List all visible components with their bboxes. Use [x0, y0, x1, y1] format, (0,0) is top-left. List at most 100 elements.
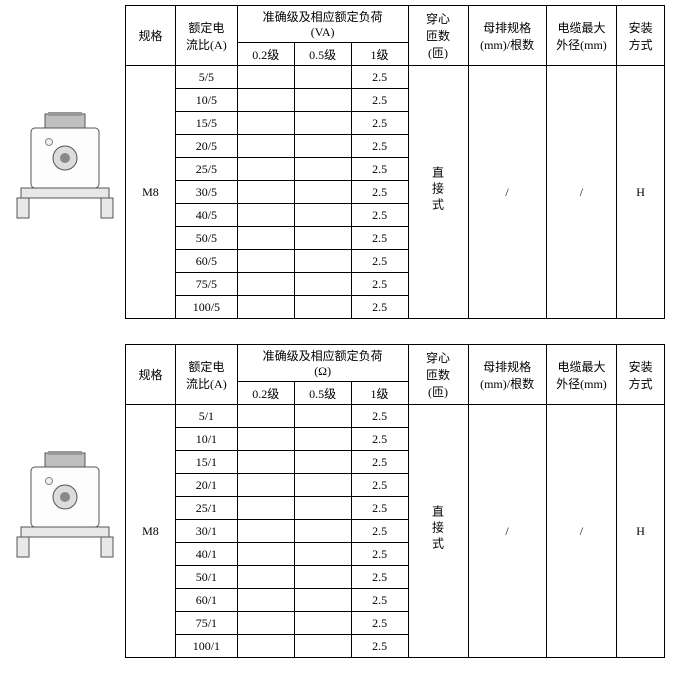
transformer-icon: [15, 102, 115, 222]
ratio-cell: 40/5: [175, 204, 237, 227]
lvl05-cell: [294, 66, 351, 89]
lvl02-cell: [237, 135, 294, 158]
lvl05-cell: [294, 204, 351, 227]
lvl05-cell: [294, 566, 351, 589]
hdr-acc-va: 准确级及相应额定负荷 (VA): [237, 6, 408, 43]
lvl05-cell: [294, 497, 351, 520]
ratio-cell: 5/1: [175, 405, 237, 428]
turns-cell: 直接式: [408, 66, 468, 319]
lvl05-cell: [294, 227, 351, 250]
lvl02-cell: [237, 227, 294, 250]
hdr-lvl1: 1级: [351, 43, 408, 66]
lvl1-cell: 2.5: [351, 451, 408, 474]
lvl02-cell: [237, 543, 294, 566]
ratio-cell: 15/5: [175, 112, 237, 135]
hdr-lvl02: 0.2级: [237, 382, 294, 405]
hdr-lvl05: 0.5级: [294, 382, 351, 405]
hdr-spec: 规格: [126, 6, 176, 66]
lvl02-cell: [237, 204, 294, 227]
hdr-ratio: 额定电 流比(A): [175, 345, 237, 405]
table-row: M85/12.5直接式//H: [126, 405, 665, 428]
spec-table-ohm: 规格 额定电 流比(A) 准确级及相应额定负荷 (Ω) 穿心 匝数 (匝) 母排…: [125, 344, 665, 658]
lvl02-cell: [237, 428, 294, 451]
lvl1-cell: 2.5: [351, 296, 408, 319]
ratio-cell: 75/1: [175, 612, 237, 635]
lvl02-cell: [237, 497, 294, 520]
hdr-install: 安装 方式: [617, 6, 665, 66]
hdr-lvl02: 0.2级: [237, 43, 294, 66]
lvl02-cell: [237, 112, 294, 135]
spec-table-va-body: M85/52.5直接式//H10/52.515/52.520/52.525/52…: [126, 66, 665, 319]
lvl05-cell: [294, 543, 351, 566]
ratio-cell: 100/5: [175, 296, 237, 319]
lvl1-cell: 2.5: [351, 227, 408, 250]
ratio-cell: 15/1: [175, 451, 237, 474]
spec-table-va: 规格 额定电 流比(A) 准确级及相应额定负荷 (VA) 穿心 匝数 (匝) 母…: [125, 5, 665, 319]
lvl05-cell: [294, 612, 351, 635]
lvl1-cell: 2.5: [351, 273, 408, 296]
ratio-cell: 10/1: [175, 428, 237, 451]
lvl02-cell: [237, 250, 294, 273]
lvl1-cell: 2.5: [351, 589, 408, 612]
ratio-cell: 40/1: [175, 543, 237, 566]
lvl05-cell: [294, 181, 351, 204]
lvl1-cell: 2.5: [351, 181, 408, 204]
lvl1-cell: 2.5: [351, 112, 408, 135]
lvl1-cell: 2.5: [351, 566, 408, 589]
lvl02-cell: [237, 474, 294, 497]
lvl05-cell: [294, 89, 351, 112]
lvl05-cell: [294, 451, 351, 474]
hdr-bus: 母排规格 (mm)/根数: [468, 345, 546, 405]
ratio-cell: 50/5: [175, 227, 237, 250]
ratio-cell: 30/1: [175, 520, 237, 543]
hdr-lvl1: 1级: [351, 382, 408, 405]
product-illustration: [5, 102, 125, 222]
spec-block-va: 规格 额定电 流比(A) 准确级及相应额定负荷 (VA) 穿心 匝数 (匝) 母…: [5, 5, 674, 319]
lvl02-cell: [237, 89, 294, 112]
lvl05-cell: [294, 589, 351, 612]
lvl1-cell: 2.5: [351, 158, 408, 181]
ratio-cell: 5/5: [175, 66, 237, 89]
hdr-cable: 电缆最大 外径(mm): [546, 6, 617, 66]
lvl1-cell: 2.5: [351, 135, 408, 158]
lvl02-cell: [237, 612, 294, 635]
lvl1-cell: 2.5: [351, 520, 408, 543]
lvl02-cell: [237, 158, 294, 181]
ratio-cell: 100/1: [175, 635, 237, 658]
lvl1-cell: 2.5: [351, 66, 408, 89]
lvl02-cell: [237, 66, 294, 89]
install-cell: H: [617, 66, 665, 319]
ratio-cell: 20/5: [175, 135, 237, 158]
lvl02-cell: [237, 405, 294, 428]
hdr-turns: 穿心 匝数 (匝): [408, 6, 468, 66]
lvl05-cell: [294, 405, 351, 428]
lvl05-cell: [294, 135, 351, 158]
ratio-cell: 25/5: [175, 158, 237, 181]
install-cell: H: [617, 405, 665, 658]
lvl02-cell: [237, 589, 294, 612]
cable-cell: /: [546, 405, 617, 658]
lvl1-cell: 2.5: [351, 497, 408, 520]
lvl05-cell: [294, 250, 351, 273]
spec-cell: M8: [126, 405, 176, 658]
lvl1-cell: 2.5: [351, 250, 408, 273]
cable-cell: /: [546, 66, 617, 319]
lvl02-cell: [237, 451, 294, 474]
ratio-cell: 60/1: [175, 589, 237, 612]
hdr-ratio: 额定电 流比(A): [175, 6, 237, 66]
lvl02-cell: [237, 181, 294, 204]
hdr-install: 安装 方式: [617, 345, 665, 405]
hdr-spec: 规格: [126, 345, 176, 405]
spec-table-ohm-body: M85/12.5直接式//H10/12.515/12.520/12.525/12…: [126, 405, 665, 658]
lvl02-cell: [237, 273, 294, 296]
lvl05-cell: [294, 474, 351, 497]
lvl05-cell: [294, 296, 351, 319]
lvl1-cell: 2.5: [351, 428, 408, 451]
lvl02-cell: [237, 566, 294, 589]
lvl02-cell: [237, 635, 294, 658]
transformer-icon: [15, 441, 115, 561]
lvl05-cell: [294, 428, 351, 451]
ratio-cell: 10/5: [175, 89, 237, 112]
lvl1-cell: 2.5: [351, 612, 408, 635]
lvl05-cell: [294, 158, 351, 181]
